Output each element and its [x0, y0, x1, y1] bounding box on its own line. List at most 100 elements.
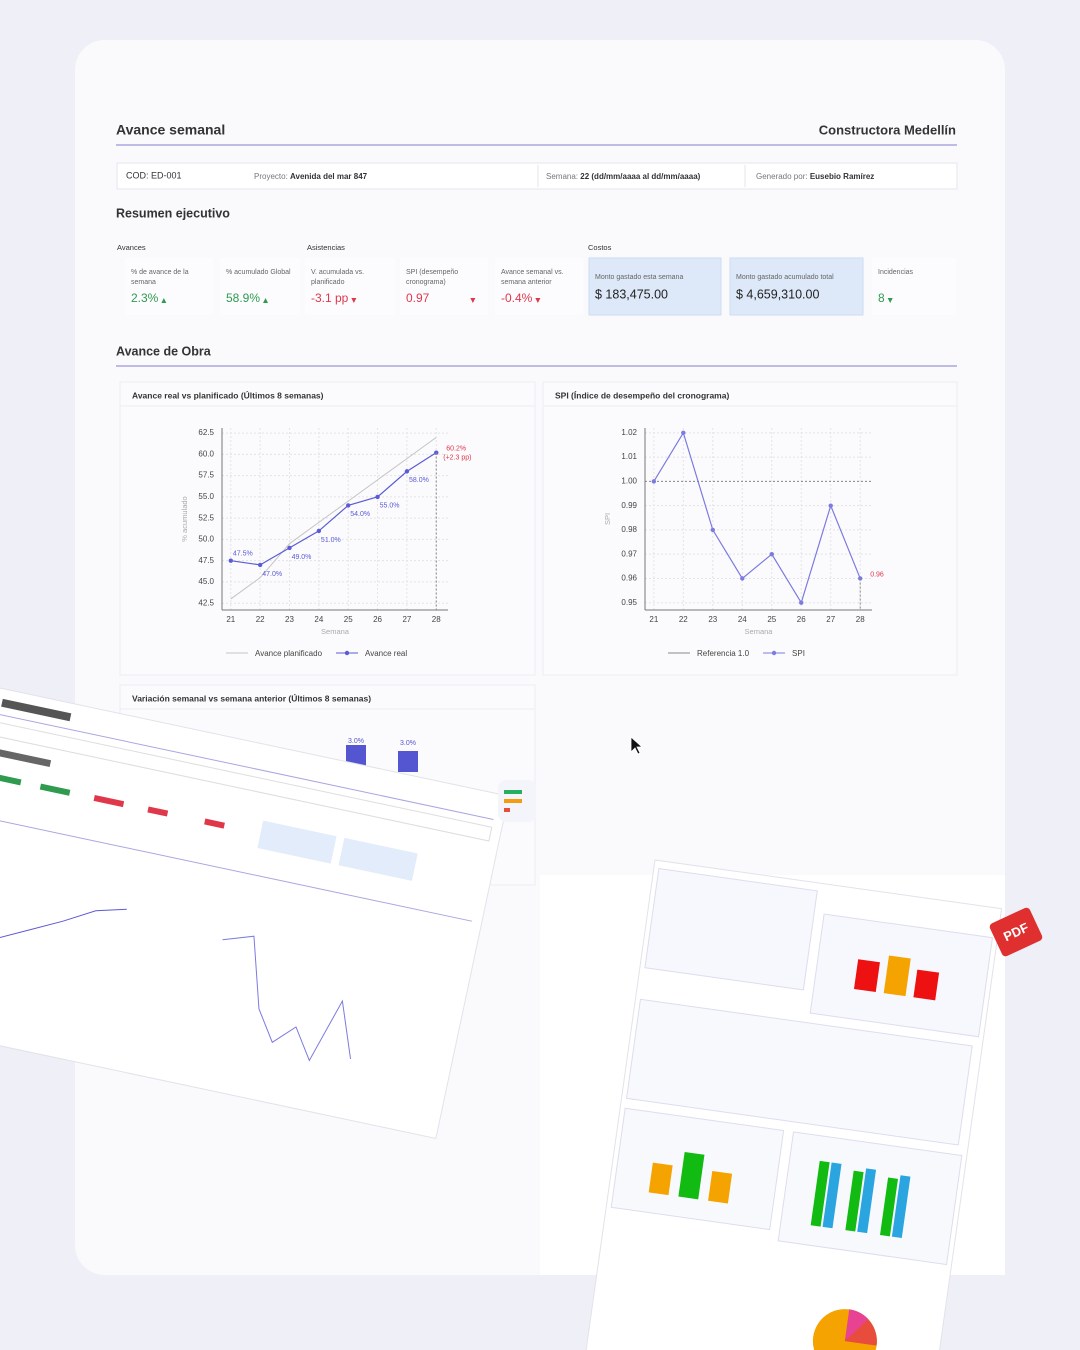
- y-tick-label: 1.02: [621, 428, 637, 437]
- section-title: Resumen ejecutivo: [116, 206, 230, 220]
- group-label: Costos: [588, 243, 612, 252]
- mini-bar: [708, 1170, 733, 1204]
- y-tick-label: 60.0: [198, 449, 214, 458]
- y-tick-label: 1.00: [621, 476, 637, 485]
- line: % acumulado Global: [226, 269, 291, 276]
- data-label: 55.0%: [380, 503, 400, 510]
- kpi-cell: [872, 258, 956, 315]
- generated: Generado por: Eusebio Ramírez: [756, 172, 874, 181]
- kpi-label: Incidencias: [878, 269, 914, 276]
- tilted-page: [0, 687, 510, 1140]
- mini-bar: [678, 1151, 705, 1200]
- data-label: 60.2%: [446, 446, 466, 453]
- report-title: Avance semanal: [116, 122, 225, 138]
- series-line: [653, 431, 861, 605]
- data-label: 47.0%: [262, 571, 282, 578]
- mini-line: [222, 935, 352, 1062]
- data-label: 58.0%: [409, 477, 429, 484]
- chart-title: Variación semanal vs semana anterior (Úl…: [132, 692, 371, 703]
- bar: [398, 751, 418, 772]
- mini-bar: [845, 1170, 864, 1232]
- point: [375, 494, 380, 500]
- mini-bar: [822, 1162, 842, 1229]
- chart-panel: [119, 381, 536, 676]
- tilted-page: [584, 859, 1003, 1350]
- x-tick-label: 22: [679, 615, 688, 624]
- kpi-cell: [220, 258, 300, 315]
- point: [769, 551, 774, 557]
- line: Monto gastado esta semana: [595, 274, 683, 281]
- group-label: Asistencias: [307, 243, 345, 252]
- kpi-label: % de avance de la semana: [131, 269, 189, 286]
- legend-label: SPI: [792, 649, 805, 658]
- point: [287, 545, 292, 551]
- mini-bar: [891, 1175, 911, 1239]
- mini-bar: [883, 955, 911, 997]
- value: 22 (dd/mm/aaaa al dd/mm/aaaa): [580, 172, 700, 181]
- kpi-highlight: [729, 257, 864, 316]
- y-axis-label: SPI: [603, 513, 612, 525]
- x-tick-label: 24: [314, 615, 323, 624]
- bar: [346, 745, 366, 766]
- y-tick-label: 62.5: [198, 428, 214, 437]
- y-tick-label: 47.5: [198, 556, 214, 565]
- legend-marker: [771, 650, 777, 656]
- x-tick-label: 26: [373, 615, 382, 624]
- data-label: 49.0%: [292, 554, 312, 561]
- point: [799, 600, 804, 605]
- trend-arrow: [351, 298, 357, 303]
- x-tick-label: 27: [826, 615, 835, 624]
- chart-title: SPI (Índice de desempeño del cronograma): [555, 390, 729, 400]
- icon-bar: [504, 799, 522, 803]
- placeholder: [1, 698, 72, 722]
- placeholder: [204, 818, 225, 829]
- mini-bar: [648, 1162, 673, 1196]
- y-tick-label: 0.99: [621, 501, 637, 510]
- x-axis-label: Semana: [321, 627, 350, 636]
- group-label: Avances: [117, 243, 146, 252]
- value: Avenida del mar 847: [290, 172, 368, 181]
- kpi-label: Avance semanal vs. semana anterior: [501, 269, 564, 286]
- line: Monto gastado acumulado total: [736, 274, 834, 281]
- page: [0, 687, 510, 1140]
- placeholder: [644, 868, 818, 991]
- y-tick-label: 0.97: [621, 549, 637, 558]
- project: Proyecto: Avenida del mar 847: [254, 172, 368, 181]
- kpi-label: Monto gastado acumulado total: [736, 274, 834, 281]
- kpi-cell: [495, 258, 583, 315]
- x-tick-label: 23: [285, 615, 294, 624]
- kpi-row: Avances Asistencias Costos % de avance de l…: [117, 243, 956, 316]
- point: [681, 430, 686, 436]
- mini-line: [0, 908, 127, 939]
- x-tick-label: 22: [256, 615, 265, 624]
- y-tick-label: 45.0: [198, 577, 214, 586]
- value: Eusebio Ramírez: [810, 172, 874, 181]
- line: cronograma): [406, 279, 446, 286]
- line: semana anterior: [501, 279, 552, 286]
- legend-label: Avance planificado: [255, 649, 323, 658]
- placeholder: [39, 783, 71, 796]
- point: [710, 527, 716, 533]
- point: [651, 479, 657, 484]
- label: Semana:: [546, 172, 578, 181]
- kpi-cell: [400, 258, 488, 315]
- placeholder: [0, 747, 52, 768]
- line: % de avance de la: [131, 269, 189, 276]
- data-label: 47.5%: [233, 551, 253, 558]
- pdf-badge: PDF: [989, 907, 1043, 957]
- info-bar: [116, 162, 958, 190]
- kpi-label: SPI (desempeño cronograma): [406, 269, 458, 286]
- point: [316, 528, 322, 534]
- placeholder: [93, 795, 125, 808]
- line: semana: [131, 279, 156, 286]
- data-label: 0.96: [870, 571, 884, 578]
- x-tick-label: 23: [708, 615, 717, 624]
- label: Generado por:: [756, 172, 808, 181]
- x-tick-label: 26: [797, 615, 806, 624]
- trend-arrow: [470, 298, 476, 303]
- x-tick-label: 28: [432, 615, 441, 624]
- icon-bar: [504, 790, 522, 794]
- kpi-label: V. acumulada vs. planificado: [311, 269, 364, 286]
- kpi-highlight: [588, 257, 722, 316]
